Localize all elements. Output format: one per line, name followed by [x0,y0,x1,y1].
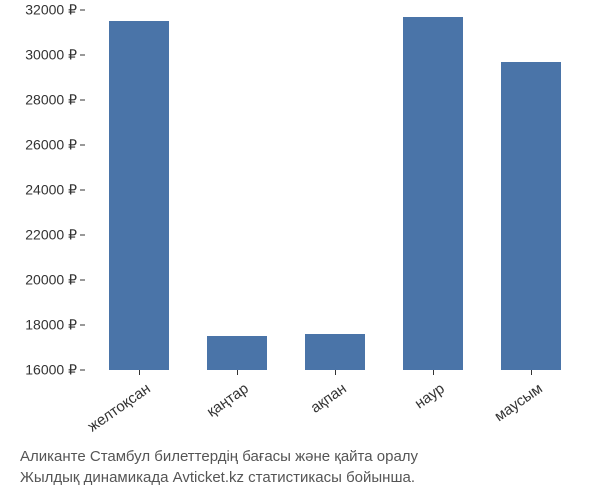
x-tick-mark [335,370,336,375]
y-tick-mark [80,100,85,101]
y-tick-mark [80,190,85,191]
y-tick-mark [80,10,85,11]
y-tick-label: 18000 ₽ [25,317,77,334]
y-tick-label: 28000 ₽ [25,92,77,109]
y-tick-mark [80,280,85,281]
y-tick-mark [80,145,85,146]
bar [207,336,268,370]
y-tick-mark [80,55,85,56]
y-tick-mark [80,325,85,326]
y-tick-label: 16000 ₽ [25,362,77,379]
plot-area [90,10,580,370]
x-tick-label: маусым [450,380,546,454]
caption-line-1: Аликанте Стамбул билеттердің бағасы және… [20,446,580,467]
bar [403,17,464,370]
y-tick-label: 30000 ₽ [25,47,77,64]
y-tick-label: 24000 ₽ [25,182,77,199]
y-tick-mark [80,235,85,236]
y-axis: 16000 ₽18000 ₽20000 ₽22000 ₽24000 ₽26000… [10,10,85,370]
bar [305,334,366,370]
chart-caption: Аликанте Стамбул билеттердің бағасы және… [20,446,580,488]
caption-line-2: Жылдық динамикада Avticket.kz статистика… [20,467,580,488]
x-tick-mark [139,370,140,375]
x-tick-label: қаңтар [156,380,252,454]
y-tick-mark [80,370,85,371]
x-tick-label: наур [352,380,448,454]
y-tick-label: 32000 ₽ [25,2,77,19]
bar [501,62,562,370]
x-tick-mark [237,370,238,375]
x-tick-mark [531,370,532,375]
bar [109,21,170,370]
x-axis: желтоқсанқаңтарақпаннаурмаусым [90,375,580,445]
y-tick-label: 22000 ₽ [25,227,77,244]
chart-container: 16000 ₽18000 ₽20000 ₽22000 ₽24000 ₽26000… [90,10,580,370]
bars-group [90,10,580,370]
x-tick-label: ақпан [254,380,350,454]
y-tick-label: 26000 ₽ [25,137,77,154]
y-tick-label: 20000 ₽ [25,272,77,289]
x-tick-label: желтоқсан [58,380,154,454]
x-tick-mark [433,370,434,375]
